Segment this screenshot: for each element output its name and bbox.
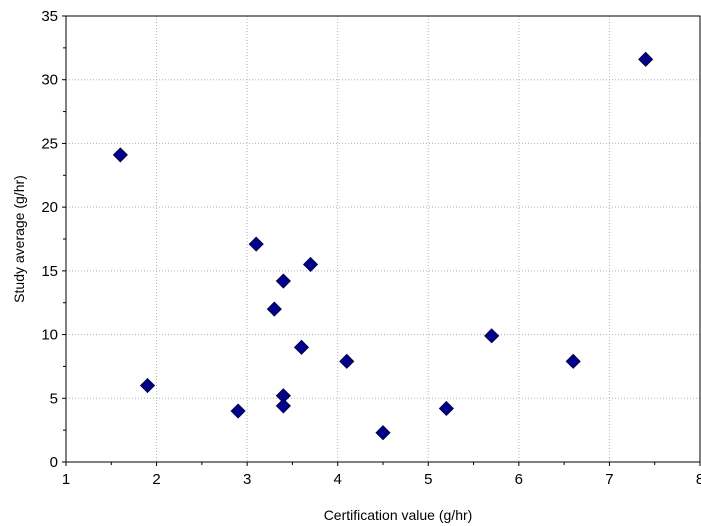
data-point: [266, 301, 282, 317]
data-point: [275, 273, 291, 289]
data-point: [248, 236, 264, 252]
x-tick-label: 3: [243, 471, 251, 488]
x-tick-label: 4: [334, 471, 342, 488]
y-tick-label: 30: [41, 72, 58, 89]
x-tick-label: 2: [152, 471, 160, 488]
data-point: [484, 328, 500, 344]
x-tick-label: 7: [605, 471, 613, 488]
data-point: [375, 425, 391, 441]
data-point: [302, 256, 319, 273]
y-axis-title: Study average (g/hr): [11, 175, 27, 303]
y-tick-label: 15: [41, 263, 58, 280]
y-tick-label: 20: [41, 199, 58, 216]
data-point: [438, 400, 454, 417]
data-point: [339, 353, 355, 369]
data-point: [112, 147, 128, 163]
data-point: [638, 51, 654, 67]
axis-ticks: [62, 15, 701, 466]
x-tick-labels: 1 2 3 4 5 6 7 8: [62, 471, 701, 488]
plot-frame: [65, 15, 701, 463]
data-point: [293, 339, 310, 355]
y-tick-label: 0: [50, 454, 58, 471]
data-point: [139, 377, 156, 394]
x-axis-title: Certification value (g/hr): [324, 507, 473, 523]
y-tick-label: 25: [41, 135, 58, 152]
y-tick-label: 35: [41, 8, 58, 25]
y-tick-labels: 0 5 10 15 20 25 30 35: [41, 8, 58, 471]
grid: [66, 16, 700, 462]
data-point: [230, 403, 246, 419]
x-tick-label: 1: [62, 471, 70, 488]
data-point: [275, 398, 291, 414]
x-tick-label: 8: [696, 471, 701, 488]
y-tick-label: 10: [41, 327, 58, 344]
y-tick-label: 5: [50, 390, 58, 407]
data-points: [112, 51, 654, 441]
x-tick-label: 6: [515, 471, 523, 488]
data-point: [565, 353, 581, 369]
x-tick-label: 5: [424, 471, 432, 488]
